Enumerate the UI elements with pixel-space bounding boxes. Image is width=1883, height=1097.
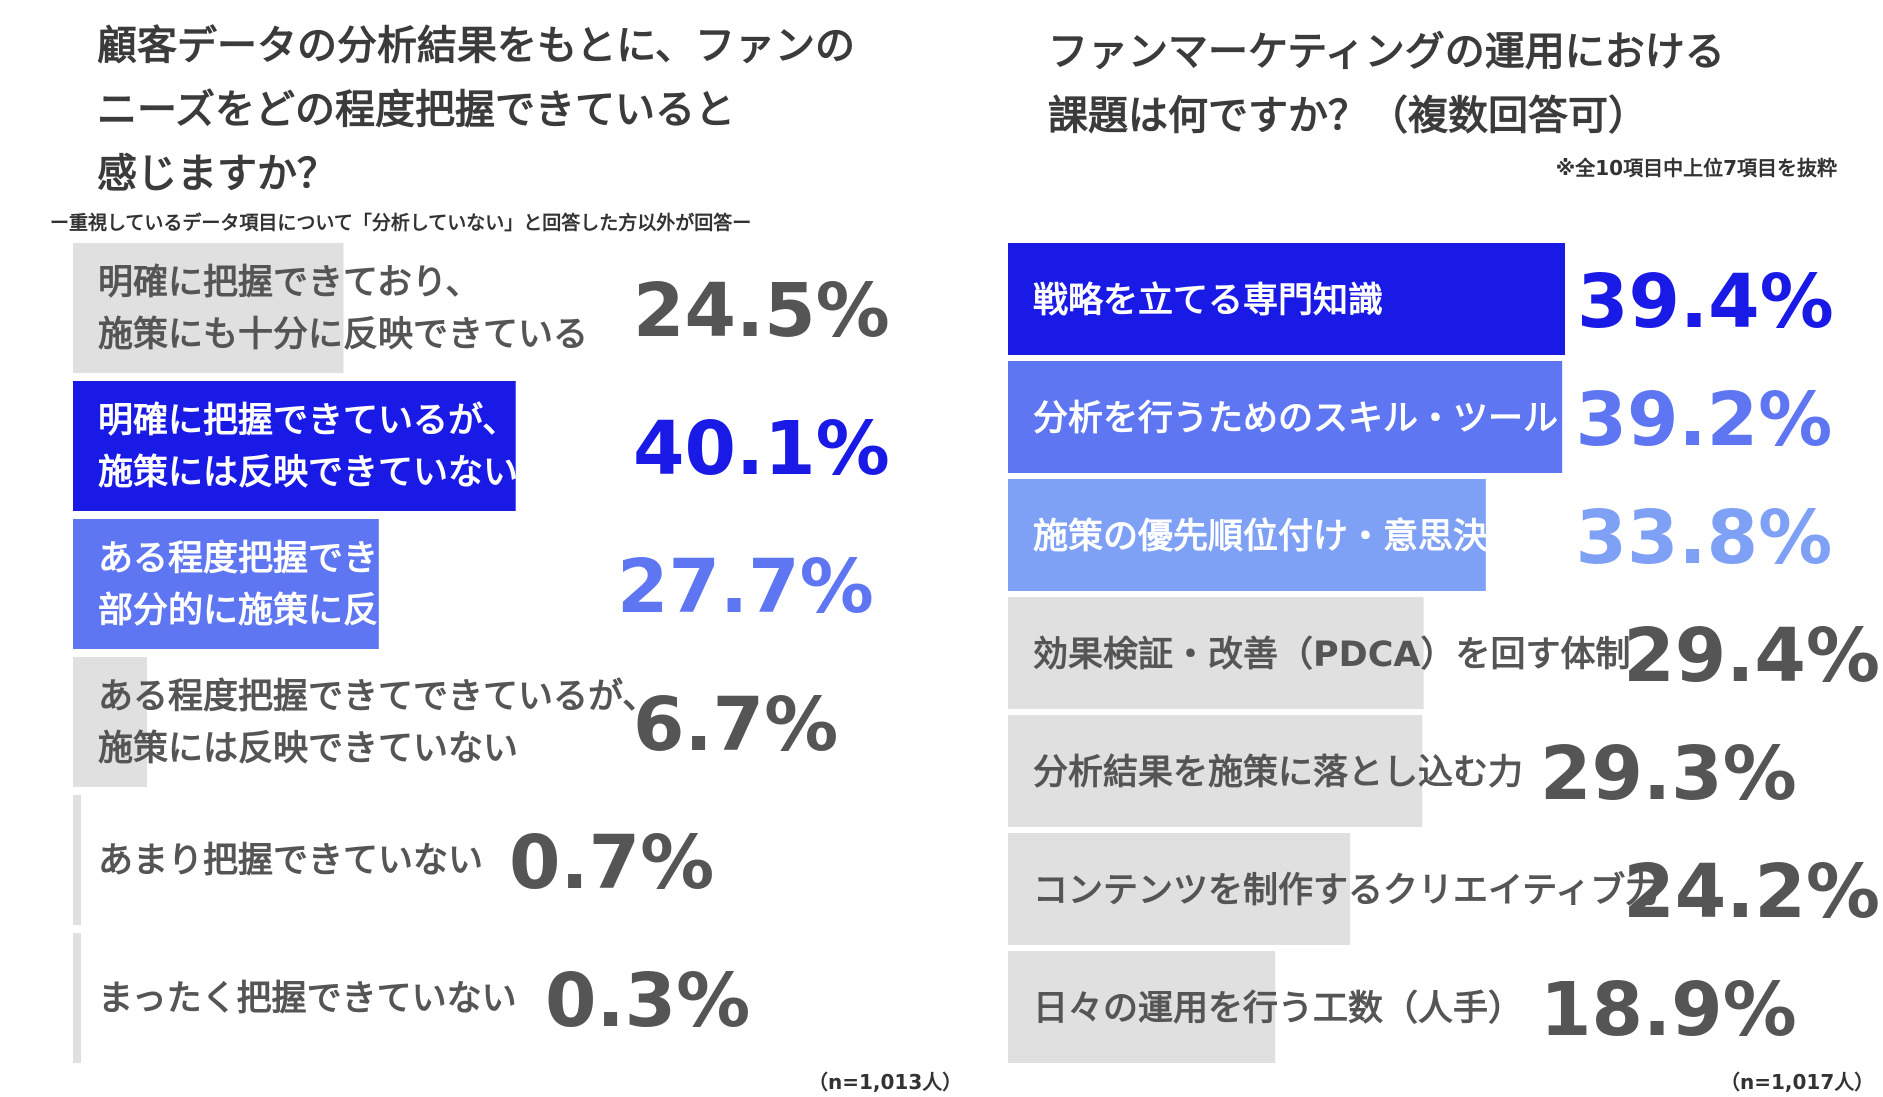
left-bar-1 xyxy=(73,243,344,373)
left-bar-6 xyxy=(73,933,81,1063)
right-bar-7 xyxy=(1008,951,1276,1063)
right-bar-1-label: 戦略を立てる専門知識 xyxy=(1033,281,1383,321)
right-chart-panel: ファンマーケティングの運用における 課題は何ですか？（複数回答可） ※全10項目… xyxy=(960,0,1883,1097)
left-bar-2 xyxy=(73,381,516,511)
left-chart-title: 顧客データの分析結果をもとに、ファンの ニーズをどの程度把握できていると 感じま… xyxy=(97,14,877,206)
right-bar-4 xyxy=(1008,597,1424,709)
left-bar-3 xyxy=(73,519,379,649)
right-chart-title: ファンマーケティングの運用における 課題は何ですか？（複数回答可） xyxy=(1048,20,1868,148)
right-bar-chart: 戦略を立てる専門知識 39.4% 分析を行うためのスキル・ツール 39.2% 施策の優先… xyxy=(1008,243,1880,1063)
right-bar-4-value: 29.4% xyxy=(1623,613,1880,699)
right-bar-6-value: 24.2% xyxy=(1623,849,1880,935)
left-bar-2-label-line-1: 明確に把握できているが、 xyxy=(98,401,517,441)
left-bar-5-value: 0.7% xyxy=(509,820,714,906)
left-bar-4-value: 6.7% xyxy=(633,682,838,768)
left-title-line-3: 感じますか？ xyxy=(97,151,337,197)
left-bar-1-value: 24.5% xyxy=(633,268,890,354)
right-sample-size: （n=1,017人） xyxy=(1720,1070,1875,1094)
right-bar-2-value: 39.2% xyxy=(1576,377,1833,463)
right-title-line-1: ファンマーケティングの運用における xyxy=(1048,29,1725,75)
right-bar-6 xyxy=(1008,833,1351,945)
right-bar-3-label: 施策の優先順位付け・意思決定力 xyxy=(1033,517,1558,557)
right-bar-5-value: 29.3% xyxy=(1540,731,1797,817)
right-bar-4-label: 効果検証・改善（PDCA）を回す体制 xyxy=(1033,635,1630,675)
left-bar-3-label-line-2: 部分的に施策に反映できている xyxy=(98,591,588,631)
right-bar-7-value: 18.9% xyxy=(1540,967,1797,1053)
left-bar-chart: 明確に把握できており、施策にも十分に反映できている 24.5% 明確に把握できている… xyxy=(73,243,890,1063)
left-bar-4-label-line-2: 施策には反映できていない xyxy=(98,729,518,769)
left-bar-4-label-line-1: ある程度把握できてできているが、 xyxy=(98,677,657,717)
right-bar-2-label: 分析を行うためのスキル・ツール xyxy=(1033,399,1558,439)
right-bar-3 xyxy=(1008,479,1486,591)
left-bar-6-value: 0.3% xyxy=(545,958,750,1044)
right-bar-1 xyxy=(1008,243,1565,355)
left-bar-2-label-line-2: 施策には反映できていない xyxy=(98,453,518,493)
left-sample-size: （n=1,013人） xyxy=(808,1070,963,1094)
right-bar-5 xyxy=(1008,715,1423,827)
right-chart-note: ※全10項目中上位7項目を抜粋 xyxy=(1555,156,1837,180)
right-bar-3-value: 33.8% xyxy=(1576,495,1833,581)
right-bar-5-label: 分析結果を施策に落とし込む力 xyxy=(1033,753,1523,793)
left-bar-5-label-line-1: あまり把握できていない xyxy=(98,841,483,881)
left-title-line-2: ニーズをどの程度把握できていると xyxy=(97,87,735,133)
left-bar-1-label-line-2: 施策にも十分に反映できている xyxy=(98,315,588,355)
right-bar-7-label: 日々の運用を行う工数（人手） xyxy=(1033,989,1523,1029)
left-title-line-1: 顧客データの分析結果をもとに、ファンの xyxy=(97,23,855,69)
left-bar-2-value: 40.1% xyxy=(633,406,890,492)
right-bar-2 xyxy=(1008,361,1563,473)
left-bar-4 xyxy=(73,657,147,787)
left-bar-1-label-line-1: 明確に把握できており、 xyxy=(98,263,481,303)
left-chart-subtitle: ー重視しているデータ項目について「分析していない」と回答した方以外が回答ー xyxy=(50,212,752,234)
left-bar-3-label-line-1: ある程度把握できており、 xyxy=(98,539,516,579)
left-chart-panel: 顧客データの分析結果をもとに、ファンの ニーズをどの程度把握できていると 感じま… xyxy=(0,0,962,1097)
left-bar-6-label-line-1: まったく把握できていない xyxy=(98,979,517,1019)
right-bar-1-value: 39.4% xyxy=(1577,259,1834,345)
right-title-line-2: 課題は何ですか？（複数回答可） xyxy=(1048,93,1648,139)
left-bar-5 xyxy=(73,795,81,925)
right-bar-6-label: コンテンツを制作するクリエイティブ力 xyxy=(1033,870,1660,911)
left-bar-3-value: 27.7% xyxy=(617,544,874,630)
